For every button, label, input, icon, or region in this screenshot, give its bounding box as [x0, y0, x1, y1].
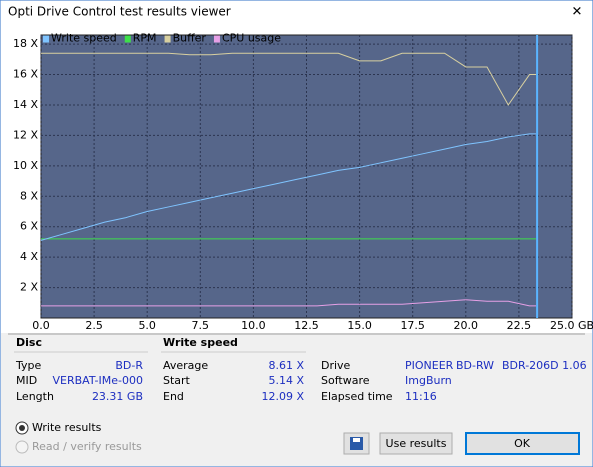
field-value: BD-R [115, 359, 143, 372]
legend-swatch [213, 35, 220, 43]
series-line [40, 133, 537, 241]
close-button[interactable]: ✕ [572, 5, 583, 20]
legend-label: Buffer [173, 32, 207, 45]
field-value: 12.09 X [261, 390, 304, 403]
x-tick-label: 15.0 [347, 319, 372, 332]
ok-button[interactable] [465, 432, 580, 455]
legend-swatch [124, 35, 131, 43]
radio-label[interactable]: Write results [32, 421, 102, 434]
section-header: Disc [16, 336, 42, 349]
x-tick-label: 0.0 [32, 319, 50, 332]
field-label: Drive [321, 359, 351, 372]
series-line [41, 299, 537, 307]
y-tick-label: 8 X [20, 189, 38, 202]
legend-swatch [43, 35, 49, 43]
x-tick-label: 25.0 GB [550, 319, 593, 332]
field-value: 23.31 GB [92, 390, 143, 403]
radio-dot [19, 425, 25, 431]
x-tick-label: 2.5 [85, 319, 103, 332]
section-header: Write speed [163, 336, 238, 349]
legend-label: Write speed [51, 32, 117, 45]
y-tick-label: 2 X [20, 281, 38, 294]
radio[interactable] [15, 440, 29, 454]
field-value: 8.61 X [268, 359, 304, 372]
field-label: Type [15, 359, 41, 372]
field-value: 11:16 [405, 390, 437, 403]
field-label: Length [16, 390, 54, 403]
window-title: Opti Drive Control test results viewer [8, 5, 231, 19]
use-results-button[interactable] [379, 432, 453, 455]
x-tick-label: 5.0 [138, 319, 156, 332]
field-value: BD-RW [456, 359, 494, 372]
field-label: Elapsed time [321, 390, 393, 403]
y-tick-label: 18 X [13, 37, 38, 50]
field-label: Software [321, 374, 370, 387]
legend-label: RPM [133, 32, 157, 45]
field-value: BDR-206D 1.06 [502, 359, 587, 372]
y-tick-label: 14 X [13, 98, 38, 111]
y-tick-label: 6 X [20, 220, 38, 233]
field-label: Average [163, 359, 208, 372]
legend-label: CPU usage [222, 32, 281, 45]
y-tick-label: 12 X [13, 128, 38, 141]
x-tick-label: 22.5 [507, 319, 532, 332]
field-label: End [163, 390, 184, 403]
button-label: OK [514, 437, 531, 450]
field-value: 5.14 X [268, 374, 304, 387]
button-label: Use results [386, 437, 447, 450]
series-line [41, 52, 537, 106]
field-value: VERBAT-IMe-000 [53, 374, 143, 387]
info-panel: Disc Write speed Type BD-R MID VERBAT-IMe-000… [14, 336, 587, 403]
x-tick-label: 10.0 [241, 319, 266, 332]
x-tick-label: 12.5 [294, 319, 319, 332]
field-value: ImgBurn [405, 374, 452, 387]
save-icon-label [353, 438, 360, 442]
title-bar [1, 1, 592, 23]
legend-swatch [164, 35, 171, 43]
y-tick-label: 4 X [20, 250, 38, 263]
field-value: PIONEER [405, 359, 454, 372]
chart: 2 X 4 X 6 X 8 X 10 X 12 X 14 X 16 X 18 X 0.0 2.5 5.… [13, 32, 593, 333]
field-label: Start [163, 374, 191, 387]
radio-label[interactable]: Read / verify results [32, 440, 142, 453]
y-tick-label: 16 X [13, 68, 38, 81]
x-tick-label: 17.5 [400, 319, 425, 332]
y-tick-label: 10 X [13, 159, 38, 172]
x-tick-label: 7.5 [192, 319, 210, 332]
x-tick-label: 20.0 [454, 319, 479, 332]
field-label: MID [16, 374, 37, 387]
